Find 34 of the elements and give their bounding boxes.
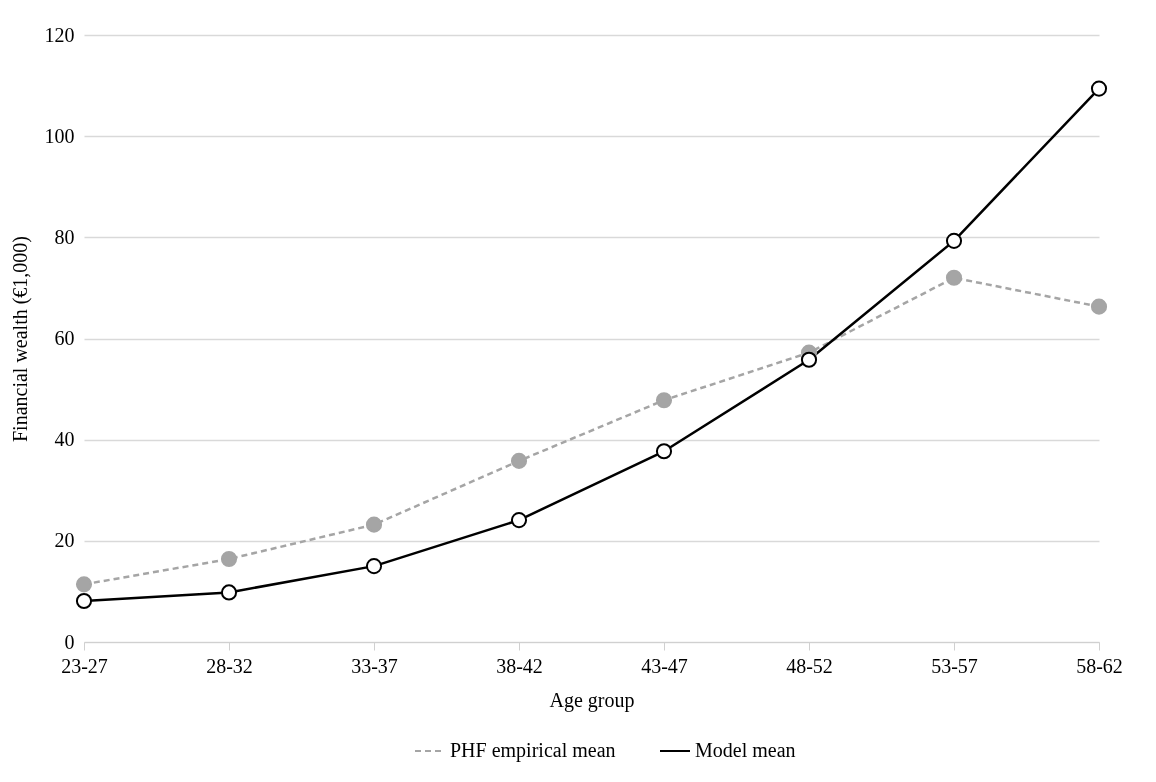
point (945, 269, 963, 286)
x-tick-label: 23-27 (61, 654, 108, 677)
x-tick-label: 48-52 (786, 654, 833, 677)
y-tick-label: 120 (44, 23, 75, 46)
point (510, 452, 528, 469)
y-axis-title: Financial wealth (€1,000) (8, 235, 32, 443)
y-tick-label: 100 (44, 124, 75, 147)
legend-label: PHF empirical mean (450, 739, 616, 762)
x-tick-label: 53-57 (931, 654, 978, 677)
point (1090, 80, 1108, 97)
point (220, 584, 238, 601)
point (75, 592, 93, 610)
y-tick-label: 60 (54, 327, 75, 349)
point (800, 351, 818, 368)
x-tick-label: 38-42 (496, 654, 543, 677)
point (655, 392, 673, 409)
y-tick-label: 40 (54, 428, 75, 451)
point (1090, 298, 1108, 315)
x-axis-title: Age group (549, 688, 635, 712)
point (75, 576, 93, 593)
x-tick-label: 43-47 (641, 654, 688, 677)
y-tick-label: 80 (54, 225, 75, 248)
point (945, 232, 963, 249)
y-tick-label: 20 (54, 529, 75, 552)
point (655, 443, 673, 460)
legend-label: Model mean (695, 739, 796, 761)
x-tick-label: 28-32 (206, 654, 253, 677)
point (365, 558, 383, 575)
x-tick-label: 33-37 (351, 654, 398, 677)
y-tick-label: 0 (64, 630, 75, 653)
point (510, 512, 528, 529)
point (220, 550, 238, 568)
x-tick-label: 58-62 (1076, 654, 1123, 677)
point (365, 516, 383, 533)
